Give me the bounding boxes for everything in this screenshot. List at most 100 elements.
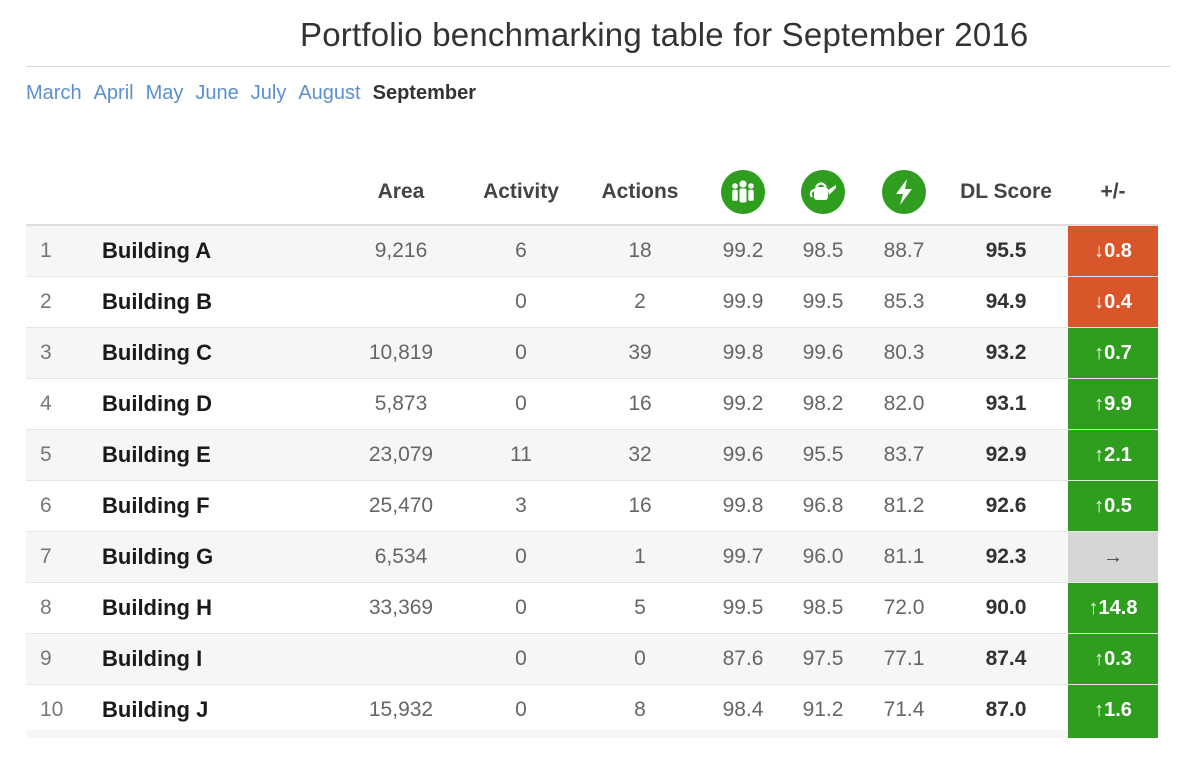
header-occupancy[interactable] [704, 160, 782, 226]
activity-cell: 6 [466, 224, 576, 277]
rank-cell: 5 [26, 429, 98, 481]
actions-cell: 39 [576, 327, 704, 379]
table-row[interactable]: 6 Building F 25,470 3 16 99.8 96.8 81.2 … [26, 480, 1158, 532]
area-cell: 23,079 [336, 429, 466, 481]
delta-cell: ↑9.9 [1068, 378, 1158, 430]
rank-cell: 7 [26, 531, 98, 583]
area-cell: 9,216 [336, 224, 466, 277]
building-name-cell[interactable]: Building E [98, 429, 336, 481]
dl-score-cell: 94.9 [944, 276, 1068, 328]
area-cell: 10,819 [336, 327, 466, 379]
occupancy-score-cell: 87.6 [704, 633, 782, 685]
energy-score-cell: 72.0 [864, 582, 944, 634]
delta-cell: ↑2.1 [1068, 429, 1158, 481]
table-header-row: Area Activity Actions [26, 160, 1158, 226]
water-score-cell: 95.5 [782, 429, 864, 481]
building-name-cell[interactable]: Building J [98, 684, 336, 735]
water-score-cell: 98.2 [782, 378, 864, 430]
occupancy-score-cell: 98.4 [704, 684, 782, 735]
month-link-june[interactable]: June [195, 82, 239, 104]
actions-cell: 32 [576, 429, 704, 481]
energy-score-cell: 85.3 [864, 276, 944, 328]
delta-cell: → [1068, 531, 1158, 583]
water-score-cell: 98.5 [782, 582, 864, 634]
month-link-september[interactable]: September [372, 82, 476, 104]
area-cell: 25,470 [336, 480, 466, 532]
building-name-cell[interactable]: Building G [98, 531, 336, 583]
month-nav: March April May June July August Septemb… [26, 82, 488, 105]
activity-cell: 0 [466, 378, 576, 430]
dl-score-cell: 90.0 [944, 582, 1068, 634]
delta-cell: ↑14.8 [1068, 582, 1158, 634]
area-cell: 6,534 [336, 531, 466, 583]
water-score-cell: 99.5 [782, 276, 864, 328]
table-row[interactable]: 2 Building B 0 2 99.9 99.5 85.3 94.9 ↓0.… [26, 276, 1158, 328]
table-row[interactable]: 1 Building A 9,216 6 18 99.2 98.5 88.7 9… [26, 224, 1158, 277]
dl-score-cell: 87.4 [944, 633, 1068, 685]
water-score-cell: 98.5 [782, 224, 864, 277]
month-link-august[interactable]: August [298, 82, 361, 104]
delta-cell: ↓0.8 [1068, 224, 1158, 277]
benchmark-table: Area Activity Actions [26, 160, 1158, 735]
header-energy[interactable] [864, 160, 944, 226]
occupancy-score-cell: 99.6 [704, 429, 782, 481]
header-rank [26, 160, 98, 226]
actions-cell: 18 [576, 224, 704, 277]
people-icon [721, 170, 765, 214]
occupancy-score-cell: 99.9 [704, 276, 782, 328]
activity-cell: 0 [466, 684, 576, 735]
occupancy-score-cell: 99.8 [704, 480, 782, 532]
actions-cell: 16 [576, 480, 704, 532]
table-row[interactable]: 9 Building I 0 0 87.6 97.5 77.1 87.4 ↑0.… [26, 633, 1158, 685]
water-score-cell: 99.6 [782, 327, 864, 379]
month-link-july[interactable]: July [250, 82, 287, 104]
building-name-cell[interactable]: Building B [98, 276, 336, 328]
area-cell: 5,873 [336, 378, 466, 430]
building-name-cell[interactable]: Building A [98, 224, 336, 277]
building-name-cell[interactable]: Building C [98, 327, 336, 379]
table-row[interactable]: 8 Building H 33,369 0 5 99.5 98.5 72.0 9… [26, 582, 1158, 634]
month-link-may[interactable]: May [145, 82, 184, 104]
dl-score-cell: 87.0 [944, 684, 1068, 735]
table-row[interactable]: 3 Building C 10,819 0 39 99.8 99.6 80.3 … [26, 327, 1158, 379]
month-link-march[interactable]: March [26, 82, 82, 104]
activity-cell: 0 [466, 531, 576, 583]
actions-cell: 8 [576, 684, 704, 735]
energy-score-cell: 88.7 [864, 224, 944, 277]
watering-can-icon [801, 170, 845, 214]
area-cell [336, 633, 466, 685]
delta-cell: ↑0.5 [1068, 480, 1158, 532]
rank-cell: 10 [26, 684, 98, 735]
table-row[interactable]: 4 Building D 5,873 0 16 99.2 98.2 82.0 9… [26, 378, 1158, 430]
table-row[interactable]: 10 Building J 15,932 0 8 98.4 91.2 71.4 … [26, 684, 1158, 735]
water-score-cell: 97.5 [782, 633, 864, 685]
occupancy-score-cell: 99.5 [704, 582, 782, 634]
water-score-cell: 96.8 [782, 480, 864, 532]
rank-cell: 1 [26, 224, 98, 277]
table-row[interactable]: 7 Building G 6,534 0 1 99.7 96.0 81.1 92… [26, 531, 1158, 583]
header-area[interactable]: Area [336, 160, 466, 226]
rank-cell: 4 [26, 378, 98, 430]
delta-cell: ↑0.3 [1068, 633, 1158, 685]
header-water[interactable] [782, 160, 864, 226]
activity-cell: 0 [466, 327, 576, 379]
energy-score-cell: 83.7 [864, 429, 944, 481]
delta-cell: ↑1.6 [1068, 684, 1158, 735]
header-actions[interactable]: Actions [576, 160, 704, 226]
month-link-april[interactable]: April [93, 82, 134, 104]
building-name-cell[interactable]: Building D [98, 378, 336, 430]
actions-cell: 1 [576, 531, 704, 583]
energy-score-cell: 80.3 [864, 327, 944, 379]
building-name-cell[interactable]: Building H [98, 582, 336, 634]
building-name-cell[interactable]: Building I [98, 633, 336, 685]
building-name-cell[interactable]: Building F [98, 480, 336, 532]
header-dl-score[interactable]: DL Score [944, 160, 1068, 226]
activity-cell: 0 [466, 633, 576, 685]
lightning-bolt-icon [882, 170, 926, 214]
activity-cell: 11 [466, 429, 576, 481]
header-activity[interactable]: Activity [466, 160, 576, 226]
table-row[interactable]: 5 Building E 23,079 11 32 99.6 95.5 83.7… [26, 429, 1158, 481]
header-delta[interactable]: +/- [1068, 160, 1158, 226]
title-divider [26, 66, 1170, 67]
energy-score-cell: 77.1 [864, 633, 944, 685]
